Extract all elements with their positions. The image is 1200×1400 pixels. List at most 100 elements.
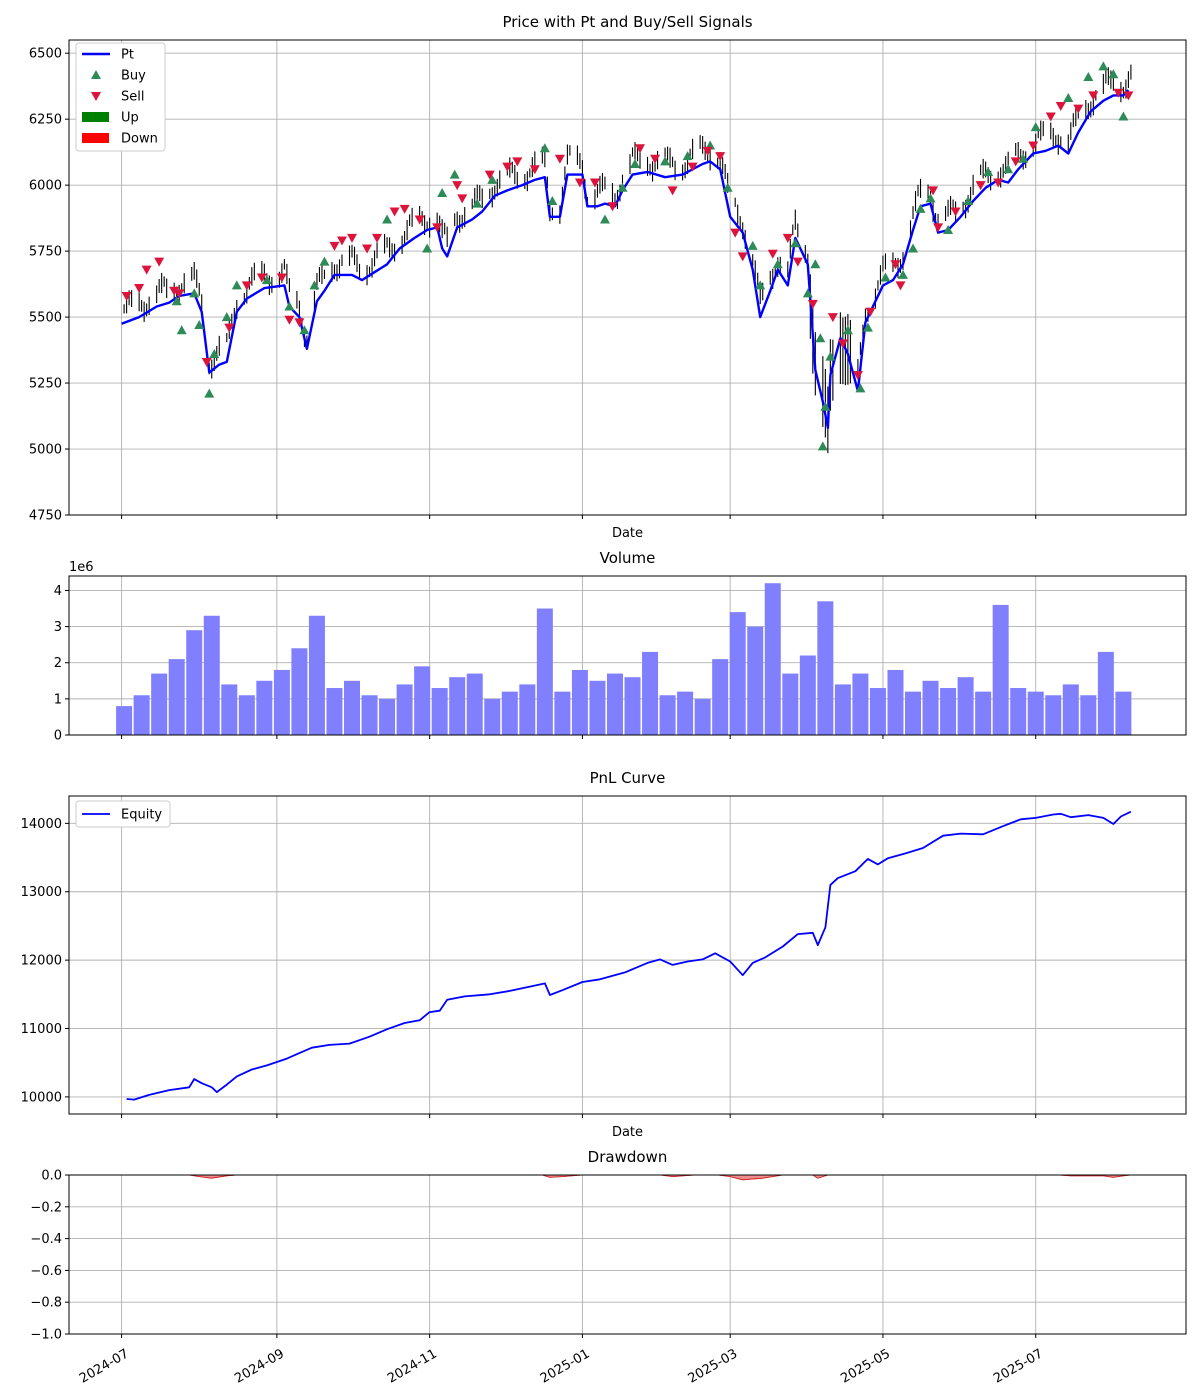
buy-marker bbox=[209, 349, 220, 359]
volume-bar bbox=[712, 659, 729, 735]
buy-marker bbox=[963, 195, 974, 205]
sell-marker bbox=[1028, 141, 1039, 151]
buy-marker bbox=[189, 288, 200, 298]
sell-marker bbox=[336, 236, 347, 246]
buy-marker bbox=[825, 351, 836, 361]
sell-marker bbox=[241, 281, 252, 291]
buy-marker bbox=[983, 166, 994, 176]
volume-bar bbox=[1010, 688, 1027, 735]
volume-bar bbox=[729, 612, 746, 735]
volume-bar bbox=[834, 684, 851, 735]
volume-bar bbox=[589, 680, 606, 735]
volume-bar bbox=[571, 669, 588, 735]
sell-marker bbox=[256, 273, 267, 283]
sell-marker bbox=[993, 178, 1004, 188]
sell-marker bbox=[895, 281, 906, 291]
buy-marker bbox=[547, 195, 558, 205]
sell-marker bbox=[687, 162, 698, 172]
sell-marker bbox=[767, 249, 778, 259]
legend-swatch-patch bbox=[82, 112, 109, 122]
y-tick-label: 6000 bbox=[29, 179, 62, 194]
sell-marker bbox=[933, 223, 944, 233]
y-tick-label: 14000 bbox=[21, 817, 62, 832]
buy-marker bbox=[221, 312, 232, 322]
buy-marker bbox=[842, 325, 853, 335]
plot-frame bbox=[68, 575, 1187, 736]
legend: Equity bbox=[75, 800, 171, 828]
pt-line bbox=[121, 89, 1130, 430]
sell-marker bbox=[452, 181, 463, 191]
buy-marker bbox=[599, 214, 610, 224]
buy-marker bbox=[617, 182, 628, 192]
sell-marker bbox=[635, 144, 646, 154]
y-tick-label: 0.0 bbox=[41, 1169, 62, 1184]
volume-bar bbox=[642, 651, 659, 735]
sell-marker bbox=[950, 207, 961, 217]
sell-marker bbox=[1123, 91, 1134, 101]
legend-box bbox=[75, 800, 171, 828]
volume-bar bbox=[256, 680, 273, 735]
x-axis-label: Date bbox=[612, 1125, 643, 1140]
y-tick-label: 2 bbox=[54, 656, 62, 671]
sell-marker bbox=[1010, 157, 1021, 167]
volume-bar bbox=[326, 688, 343, 735]
equity-line bbox=[126, 810, 1132, 1101]
volume-bar bbox=[764, 583, 781, 735]
sell-marker bbox=[347, 233, 358, 243]
volume-bar bbox=[905, 691, 922, 735]
y-tick-label: 12000 bbox=[21, 954, 62, 969]
price-panel: 4750 5000 5250 5500 5750 6000 6250 6500 Price wi… bbox=[29, 13, 1187, 541]
buy-marker bbox=[284, 301, 295, 311]
volume-bar bbox=[922, 680, 939, 735]
volume-bar bbox=[221, 684, 238, 735]
buy-marker bbox=[319, 256, 330, 266]
sell-marker bbox=[782, 233, 793, 243]
legend-label: Down bbox=[121, 132, 158, 147]
buy-marker bbox=[487, 174, 498, 184]
panel-title: Drawdown bbox=[588, 1148, 668, 1166]
buy-marker bbox=[802, 288, 813, 298]
buy-marker bbox=[925, 193, 936, 203]
volume-bar bbox=[361, 695, 378, 735]
sell-marker bbox=[372, 233, 383, 243]
volume-bar bbox=[782, 673, 799, 735]
panel-title: Volume bbox=[600, 549, 656, 567]
buy-marker bbox=[231, 280, 242, 290]
buy-marker bbox=[422, 243, 433, 253]
volume-bar bbox=[606, 673, 623, 735]
volume-bar bbox=[466, 673, 483, 735]
buy-marker bbox=[1030, 122, 1041, 132]
y-tick-label: 6250 bbox=[29, 113, 62, 128]
volume-bar bbox=[168, 659, 185, 735]
volume-bar bbox=[1097, 651, 1114, 735]
y-tick-label: −0.6 bbox=[30, 1264, 62, 1279]
drawdown-panel: 0.0 −0.2 −0.4 −0.6 −0.8 −1.0 2024-07 2024-09 202… bbox=[30, 1148, 1187, 1387]
y-tick-label: 4 bbox=[54, 584, 62, 599]
y-tick-label: −0.2 bbox=[30, 1200, 62, 1215]
sell-marker bbox=[414, 215, 425, 225]
sell-marker bbox=[554, 154, 565, 164]
volume-bar bbox=[940, 688, 957, 735]
volume-bar bbox=[308, 615, 325, 735]
sell-marker bbox=[574, 178, 585, 188]
sell-marker bbox=[484, 170, 495, 180]
y-tick-label: 3 bbox=[54, 620, 62, 635]
y-tick-label: 6500 bbox=[29, 47, 62, 62]
volume-bar bbox=[887, 669, 904, 735]
buy-marker bbox=[437, 188, 448, 198]
volume-bar bbox=[992, 604, 1009, 735]
y-tick-label: 1 bbox=[54, 692, 62, 707]
buy-marker bbox=[1098, 61, 1109, 71]
volume-bar bbox=[203, 615, 220, 735]
y-multiplier-label: 1e6 bbox=[69, 560, 94, 575]
sell-marker bbox=[890, 260, 901, 270]
legend-swatch-buy bbox=[91, 70, 101, 79]
sell-marker bbox=[852, 371, 863, 381]
buy-marker bbox=[660, 156, 671, 166]
buy-marker bbox=[1118, 111, 1129, 121]
volume-bar bbox=[116, 706, 133, 735]
volume-bar bbox=[536, 608, 553, 735]
volume-bar bbox=[273, 669, 290, 735]
buy-marker bbox=[204, 388, 215, 398]
plot-frame bbox=[68, 39, 1187, 516]
